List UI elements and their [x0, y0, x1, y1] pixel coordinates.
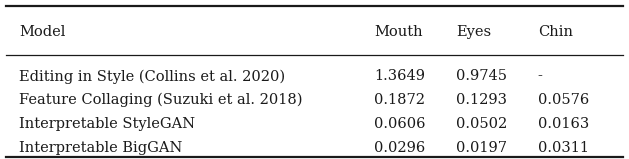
Text: Model: Model — [19, 25, 65, 39]
Text: 0.1872: 0.1872 — [374, 93, 425, 107]
Text: 1.3649: 1.3649 — [374, 69, 425, 83]
Text: 0.0311: 0.0311 — [538, 141, 589, 155]
Text: Interpretable BigGAN: Interpretable BigGAN — [19, 141, 182, 155]
Text: 0.0197: 0.0197 — [456, 141, 507, 155]
Text: 0.0606: 0.0606 — [374, 117, 426, 131]
Text: 0.0163: 0.0163 — [538, 117, 589, 131]
Text: Editing in Style (Collins et al. 2020): Editing in Style (Collins et al. 2020) — [19, 69, 285, 83]
Text: 0.9745: 0.9745 — [456, 69, 507, 83]
Text: Feature Collaging (Suzuki et al. 2018): Feature Collaging (Suzuki et al. 2018) — [19, 93, 303, 107]
Text: 0.0576: 0.0576 — [538, 93, 589, 107]
Text: 0.1293: 0.1293 — [456, 93, 507, 107]
Text: Mouth: Mouth — [374, 25, 423, 39]
Text: Chin: Chin — [538, 25, 573, 39]
Text: 0.0296: 0.0296 — [374, 141, 425, 155]
Text: Interpretable StyleGAN: Interpretable StyleGAN — [19, 117, 195, 131]
Text: Eyes: Eyes — [456, 25, 491, 39]
Text: -: - — [538, 69, 543, 83]
Text: 0.0502: 0.0502 — [456, 117, 507, 131]
